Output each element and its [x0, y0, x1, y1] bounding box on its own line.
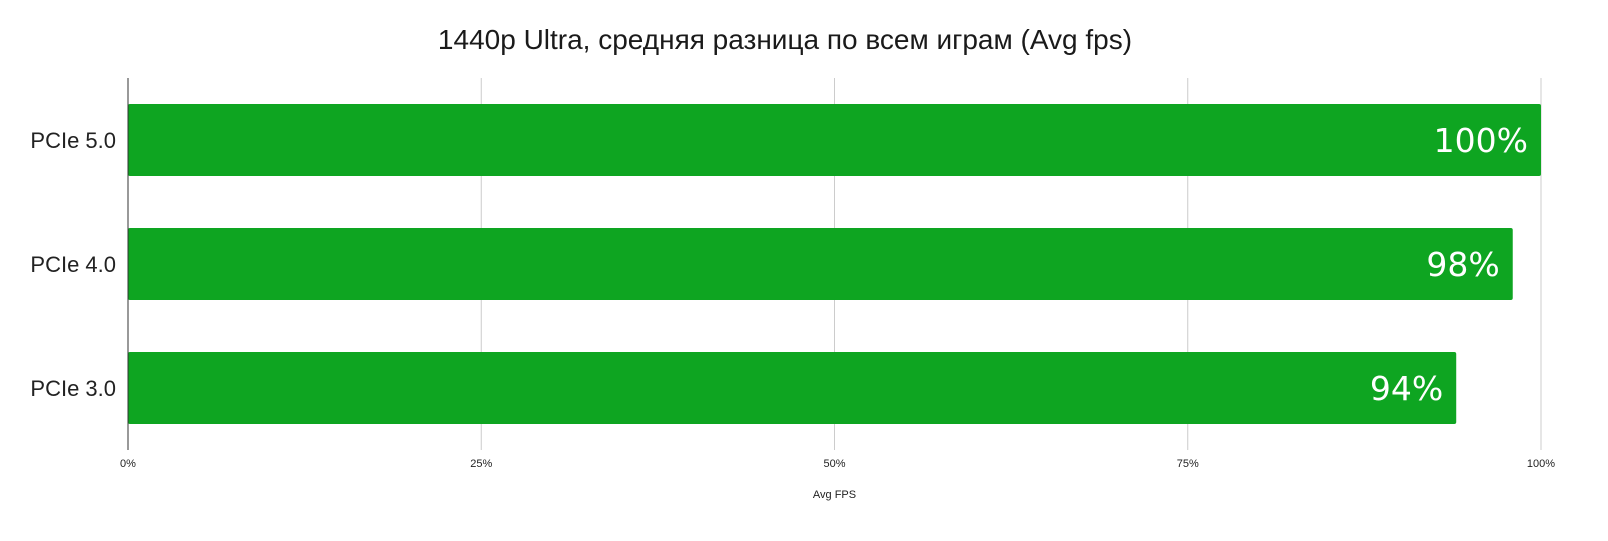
x-tick-labels: 0% 25% 50% 75% 100%	[120, 458, 1555, 470]
category-label: PCIe 5.0	[30, 128, 116, 153]
category-label: PCIe 4.0	[30, 252, 116, 277]
x-tick-label: 75%	[1177, 458, 1199, 470]
x-tick-label: 25%	[470, 458, 492, 470]
bar	[128, 352, 1457, 424]
bars	[128, 104, 1541, 424]
chart-title: 1440p Ultra, средняя разница по всем игр…	[437, 24, 1133, 55]
bar	[128, 104, 1541, 176]
category-label: PCIe 3.0	[30, 376, 116, 401]
bar	[128, 228, 1513, 300]
x-axis-title: Avg FPS	[813, 489, 856, 501]
data-label: 94%	[1370, 369, 1443, 408]
data-label: 98%	[1426, 245, 1499, 284]
x-tick-label: 100%	[1527, 458, 1555, 470]
x-tick-label: 0%	[120, 458, 136, 470]
x-tick-label: 50%	[823, 458, 845, 470]
data-label: 100%	[1434, 121, 1528, 160]
category-labels: PCIe 5.0 PCIe 4.0 PCIe 3.0	[30, 128, 116, 401]
data-labels: 100% 98% 94%	[1370, 121, 1528, 408]
